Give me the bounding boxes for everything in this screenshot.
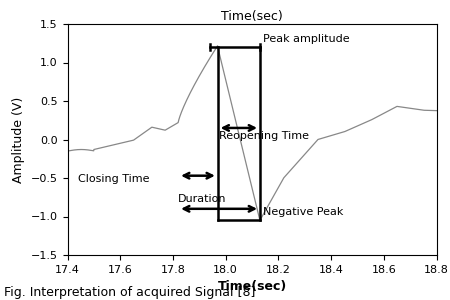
Text: Fig. Interpretation of acquired Signal [8]: Fig. Interpretation of acquired Signal […	[4, 286, 256, 299]
Text: Peak amplitude: Peak amplitude	[262, 34, 349, 44]
Y-axis label: Amplitude (V): Amplitude (V)	[12, 96, 25, 183]
X-axis label: Time(sec): Time(sec)	[217, 280, 287, 293]
Text: Duration: Duration	[178, 194, 227, 204]
Text: Closing Time: Closing Time	[78, 174, 149, 184]
Text: Negative Peak: Negative Peak	[262, 207, 343, 217]
Text: Reopening Time: Reopening Time	[219, 131, 309, 141]
Title: Time(sec): Time(sec)	[221, 10, 283, 23]
